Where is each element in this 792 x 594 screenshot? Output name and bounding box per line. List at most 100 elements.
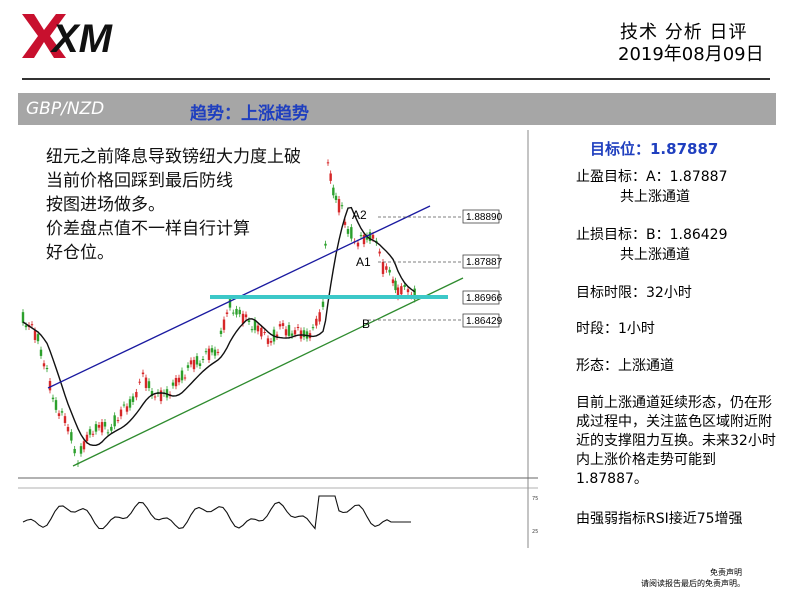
candle-body (256, 325, 260, 332)
candle-body (122, 404, 126, 406)
candle-body (296, 327, 300, 329)
label-b-price: 1.86429 (466, 316, 503, 327)
note-line: 按图进场做多。 (46, 195, 165, 215)
candle-body (210, 348, 214, 353)
candle-body (340, 205, 344, 207)
candle-body (371, 234, 375, 239)
candle-body (318, 312, 321, 322)
candle-body (350, 227, 353, 239)
disclaimer-title: 免责声明 (710, 568, 742, 577)
candle-body (183, 377, 187, 379)
label-a2: A2 (352, 208, 367, 222)
candle-body (135, 391, 138, 398)
candle-body (329, 173, 332, 181)
timeframe-limit: 目标时限：32小时 (576, 285, 692, 301)
candle-body (198, 363, 202, 366)
take-profit-note: 共上涨通道 (620, 189, 690, 205)
stop-loss: 止损目标：B：1.86429 (576, 227, 728, 243)
candle-body (113, 415, 116, 427)
candle-body (343, 221, 347, 225)
candle-body (293, 330, 297, 335)
candle-body (21, 312, 25, 323)
candle-body (171, 382, 175, 386)
candle-body (406, 289, 410, 293)
candle-body (213, 349, 217, 356)
candle-body (337, 199, 341, 213)
candle-body (396, 287, 400, 298)
candle-body (57, 413, 61, 416)
candle-body (125, 406, 129, 412)
candle-body (235, 308, 238, 315)
stop-loss-note: 共上涨通道 (620, 247, 690, 263)
candle-body (116, 420, 120, 422)
candle-body (207, 348, 211, 360)
candle-body (278, 324, 282, 327)
xm-logo: XM (22, 14, 114, 60)
candle-body (400, 286, 403, 295)
candle-body (147, 381, 151, 389)
candle-body (60, 411, 64, 413)
candle-body (24, 325, 28, 328)
candle-body (186, 365, 190, 368)
candle-body (204, 351, 208, 353)
candle-body (79, 446, 83, 454)
note-line: 纽元之前降息导致镑纽大力度上破 (46, 147, 301, 167)
candle-body (253, 320, 257, 331)
candle-body (238, 309, 241, 315)
candle-body (51, 397, 55, 400)
note-line: 好仓位。 (46, 243, 114, 263)
candle-body (141, 372, 145, 375)
candle-body (82, 441, 86, 450)
report-date: 2019年08月09日 (618, 44, 764, 65)
price-chart: 1.88890 1.87887 1.86966 1.86429 A2 A1 B … (18, 128, 538, 548)
trend-label: 趋势：上涨趋势 (190, 104, 309, 124)
candle-body (321, 301, 325, 307)
candle-body (110, 426, 113, 431)
candle-body (94, 424, 98, 432)
candle-body (232, 312, 235, 314)
candle-body (241, 313, 245, 324)
candle-body (219, 330, 223, 335)
candle-body (97, 424, 101, 428)
candle-body (263, 332, 266, 334)
candle-body (106, 432, 110, 434)
channel-lower-line (72, 277, 464, 467)
label-a1: A1 (356, 255, 371, 269)
candle-body (250, 329, 254, 331)
candle-body (284, 329, 288, 336)
period: 时段：1小时 (576, 321, 655, 337)
candle-body (222, 319, 226, 330)
candle-body (365, 235, 369, 240)
note-line: 价差盘点值不一样自行计算 (46, 219, 250, 239)
label-current-price: 1.86966 (466, 293, 503, 304)
candle-body (391, 279, 395, 284)
candle-body (287, 325, 291, 336)
label-a1-price: 1.87887 (466, 257, 503, 268)
candle-body (30, 324, 34, 326)
candle-body (88, 429, 92, 435)
candle-body (266, 338, 270, 344)
analysis-note: 纽元之前降息导致镑纽大力度上破 当前价格回踩到最后防线 按图进场做多。 价差盘点… (46, 145, 301, 265)
candle-body (228, 299, 232, 308)
candle-body (195, 356, 199, 365)
candle-body (368, 232, 372, 241)
candle-body (413, 288, 416, 300)
candle-body (45, 368, 49, 370)
candle-body (311, 327, 315, 329)
candle-body (39, 349, 43, 356)
take-profit: 止盈目标：A：1.87887 (576, 169, 728, 185)
candle-body (131, 396, 135, 402)
candle-body (216, 351, 220, 353)
candle-body (153, 396, 157, 398)
candle-body (378, 251, 381, 254)
candle-body (346, 229, 350, 234)
candle-body (362, 235, 366, 245)
candle-body (324, 243, 327, 246)
candle-body (201, 359, 205, 361)
candle-body (326, 162, 330, 164)
analysis-text: 目前上涨通道延续形态，仍在形成过程中，关注蓝色区域附近附近的支撑阻力互换。未来3… (576, 395, 776, 487)
candle-body (100, 422, 104, 433)
candle-body (334, 195, 338, 200)
candle-body (244, 314, 248, 318)
candle-body (281, 323, 285, 326)
